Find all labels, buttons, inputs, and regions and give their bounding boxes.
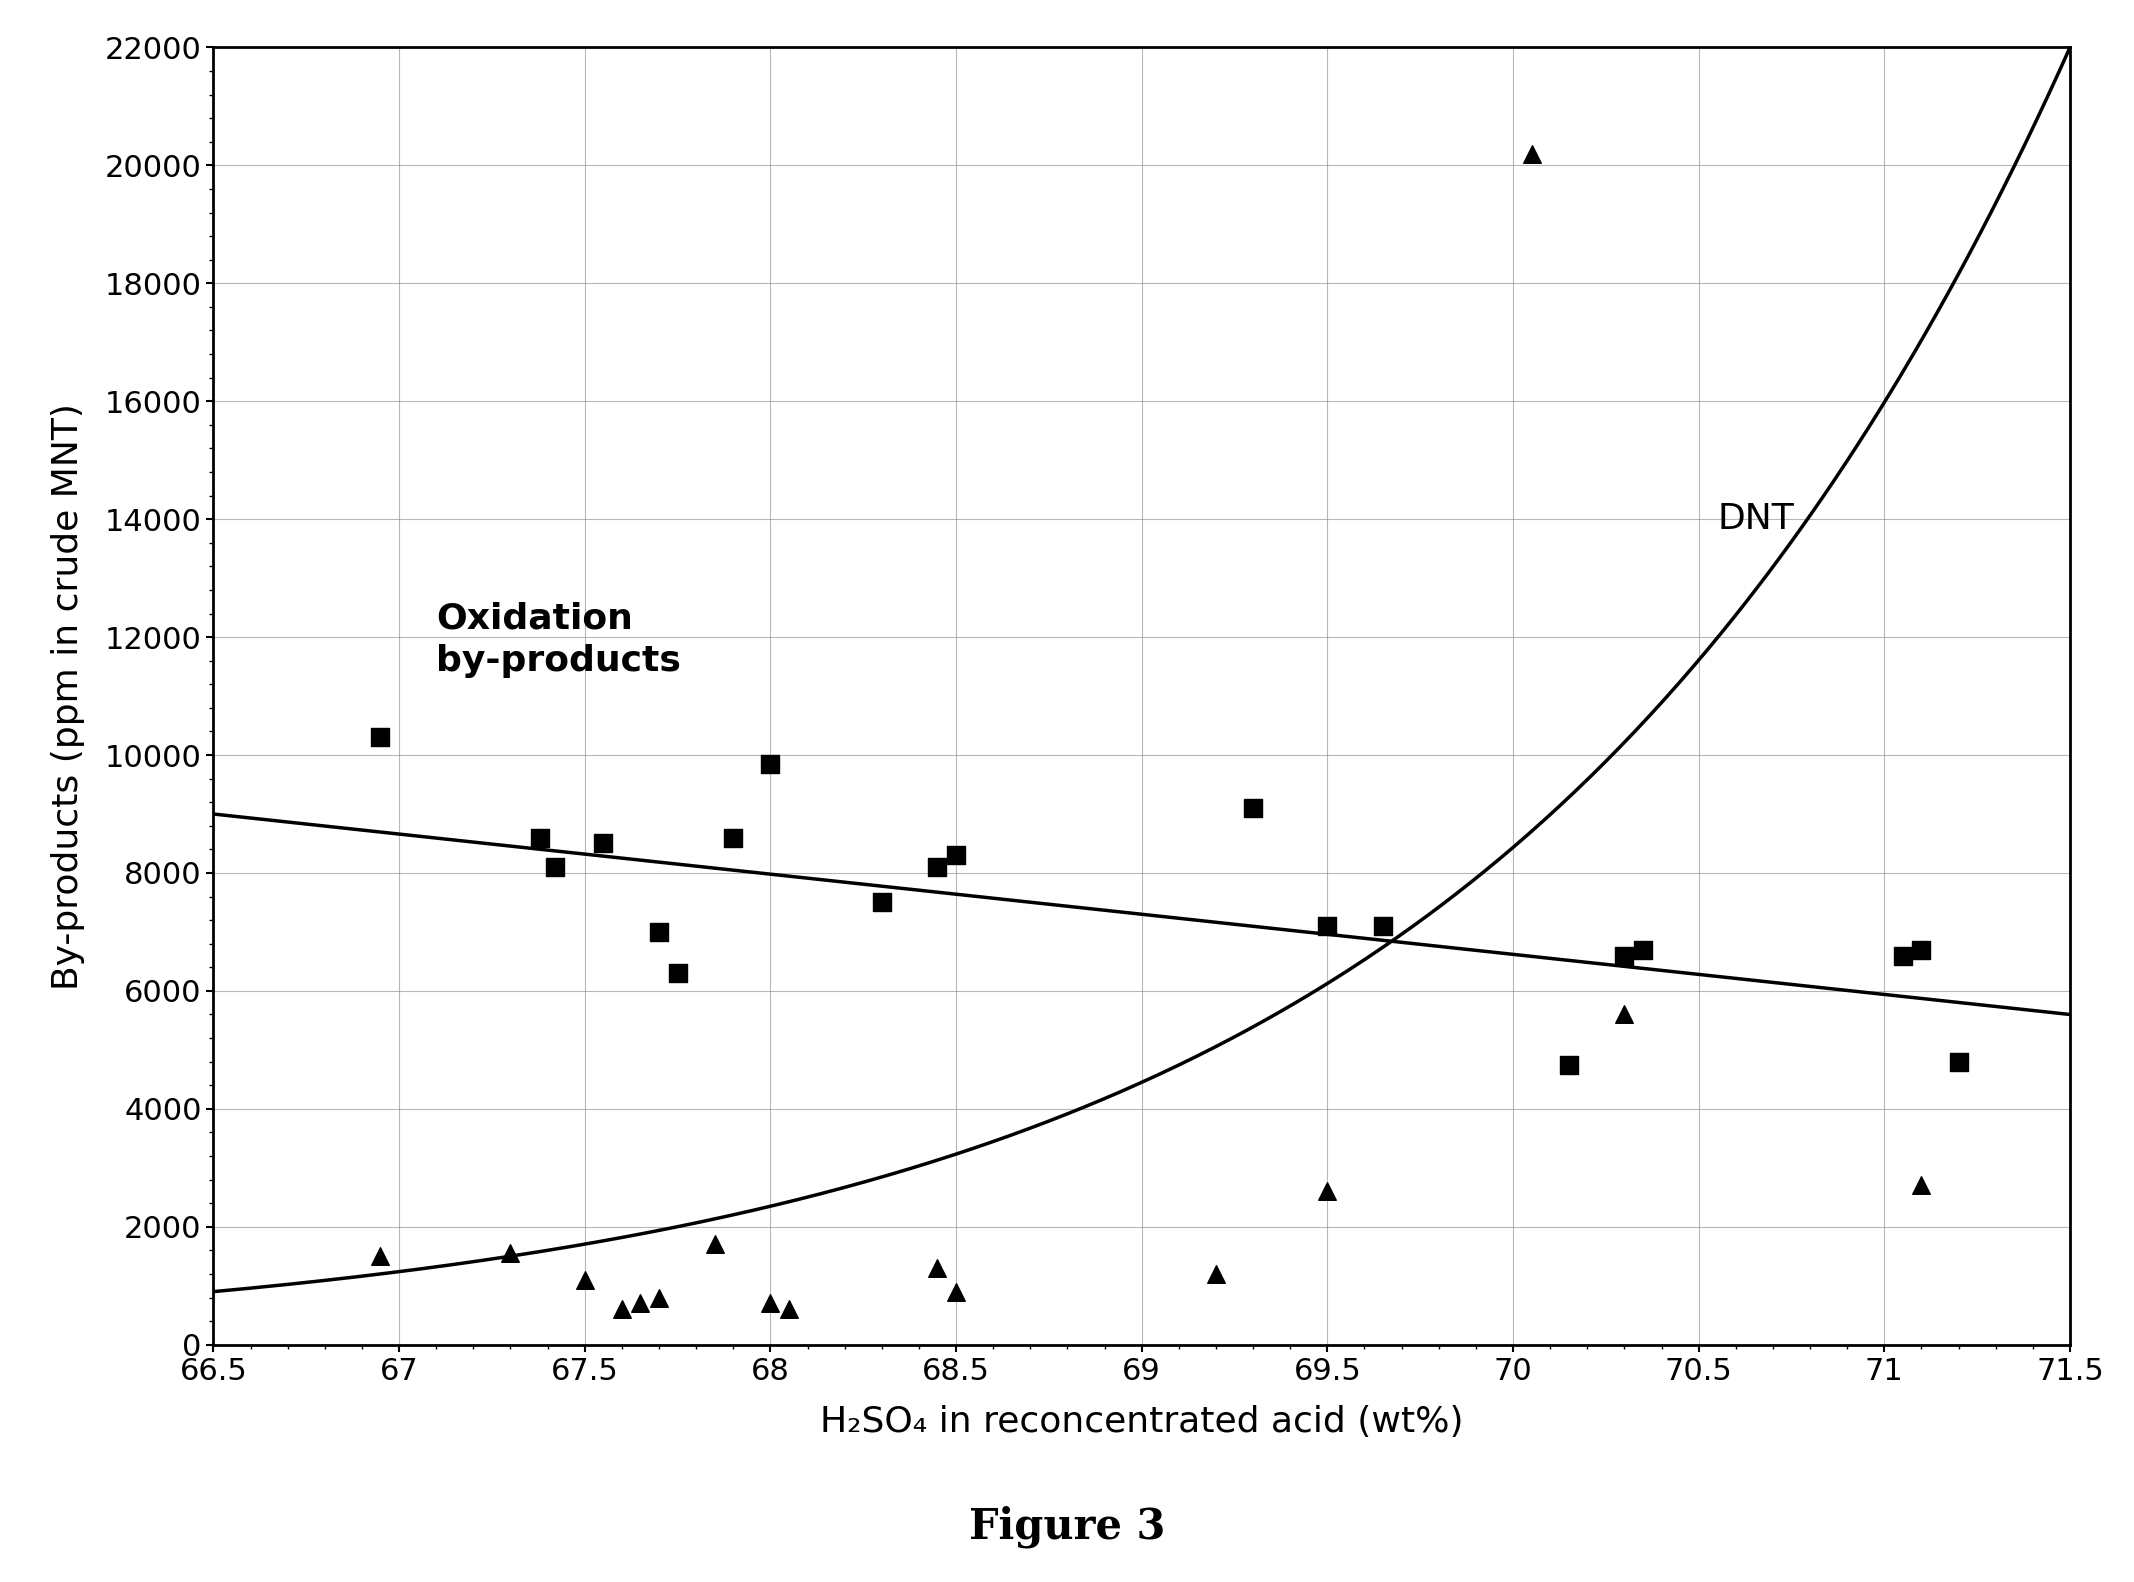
Point	[363, 725, 397, 750]
Point	[773, 1297, 807, 1323]
Point	[1236, 796, 1270, 821]
Point	[1310, 1179, 1344, 1204]
Y-axis label: By-products (ppm in crude MNT): By-products (ppm in crude MNT)	[51, 403, 85, 989]
Point	[753, 751, 787, 777]
Point	[568, 1267, 602, 1292]
Point	[864, 889, 898, 914]
Point	[1942, 1049, 1976, 1074]
Text: DNT: DNT	[1718, 501, 1795, 536]
Point	[920, 854, 954, 880]
Point	[1904, 937, 1938, 962]
Point	[363, 1243, 397, 1269]
Point	[920, 1256, 954, 1281]
X-axis label: H₂SO₄ in reconcentrated acid (wt%): H₂SO₄ in reconcentrated acid (wt%)	[819, 1405, 1464, 1440]
Point	[587, 831, 621, 856]
Point	[698, 1232, 732, 1258]
Point	[493, 1240, 527, 1266]
Point	[523, 824, 557, 850]
Point	[1310, 913, 1344, 938]
Point	[717, 824, 751, 850]
Point	[1607, 943, 1641, 968]
Point	[623, 1291, 657, 1316]
Point	[604, 1297, 638, 1323]
Point	[939, 843, 973, 869]
Point	[662, 960, 696, 986]
Point	[1199, 1261, 1233, 1286]
Point	[1366, 913, 1400, 938]
Point	[642, 1285, 676, 1310]
Point	[1626, 937, 1660, 962]
Point	[753, 1291, 787, 1316]
Point	[538, 854, 572, 880]
Point	[939, 1278, 973, 1304]
Point	[1904, 1172, 1938, 1198]
Point	[1607, 1001, 1641, 1027]
Text: Figure 3: Figure 3	[969, 1506, 1165, 1547]
Text: Oxidation
by-products: Oxidation by-products	[435, 601, 681, 677]
Point	[642, 919, 676, 944]
Point	[1551, 1052, 1586, 1077]
Point	[1515, 141, 1549, 166]
Point	[1886, 943, 1921, 968]
